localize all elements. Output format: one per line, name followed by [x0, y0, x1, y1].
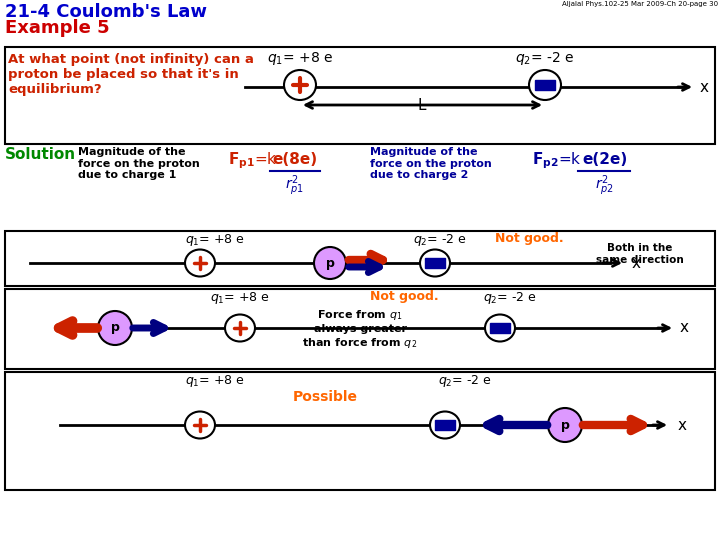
Text: $q_2$= -2 e: $q_2$= -2 e	[413, 232, 467, 248]
Circle shape	[548, 408, 582, 442]
Text: x: x	[678, 417, 687, 433]
Text: x: x	[632, 255, 641, 271]
Text: $\mathbf{F_{p2}}$=k: $\mathbf{F_{p2}}$=k	[532, 150, 582, 171]
Text: e(2e): e(2e)	[582, 152, 628, 167]
Text: p: p	[325, 256, 334, 269]
Text: Both in the
same direction: Both in the same direction	[596, 243, 684, 265]
Text: Force from $q_1$
always greater
than force from $q_2$: Force from $q_1$ always greater than for…	[302, 308, 418, 349]
Text: Example 5: Example 5	[5, 19, 109, 37]
Text: Not good.: Not good.	[495, 232, 564, 245]
Text: $q_1$= +8 e: $q_1$= +8 e	[185, 232, 245, 248]
Text: p: p	[561, 418, 570, 431]
FancyBboxPatch shape	[5, 372, 715, 490]
Text: x: x	[700, 79, 709, 94]
Text: L: L	[418, 98, 426, 112]
Ellipse shape	[185, 249, 215, 276]
Text: Aljalal Phys.102-25 Mar 2009-Ch 20-page 30: Aljalal Phys.102-25 Mar 2009-Ch 20-page …	[562, 1, 718, 7]
Circle shape	[314, 247, 346, 279]
Ellipse shape	[430, 411, 460, 438]
Text: $q_2$= -2 e: $q_2$= -2 e	[483, 290, 537, 306]
Text: e(8e): e(8e)	[272, 152, 318, 167]
Text: $q_1$= +8 e: $q_1$= +8 e	[210, 290, 270, 306]
Text: $\mathbf{F_{p1}}$=k: $\mathbf{F_{p1}}$=k	[228, 150, 278, 171]
Text: At what point (not infinity) can a
proton be placed so that it's in
equilibrium?: At what point (not infinity) can a proto…	[8, 53, 254, 96]
FancyBboxPatch shape	[435, 420, 455, 430]
Text: $q_2$= -2 e: $q_2$= -2 e	[438, 373, 492, 389]
Text: $q_2$= -2 e: $q_2$= -2 e	[516, 50, 575, 67]
Text: Not good.: Not good.	[370, 290, 438, 303]
FancyBboxPatch shape	[535, 80, 555, 90]
Ellipse shape	[529, 70, 561, 100]
Ellipse shape	[284, 70, 316, 100]
Text: $q_1$= +8 e: $q_1$= +8 e	[267, 50, 333, 67]
Circle shape	[98, 311, 132, 345]
Text: 21-4 Coulomb's Law: 21-4 Coulomb's Law	[5, 3, 207, 21]
Text: Magnitude of the
force on the proton
due to charge 2: Magnitude of the force on the proton due…	[370, 147, 492, 180]
Ellipse shape	[485, 314, 515, 341]
FancyBboxPatch shape	[5, 231, 715, 286]
FancyBboxPatch shape	[5, 289, 715, 369]
FancyBboxPatch shape	[490, 323, 510, 333]
FancyBboxPatch shape	[425, 258, 445, 268]
FancyBboxPatch shape	[5, 47, 715, 144]
Ellipse shape	[225, 314, 255, 341]
Text: $q_1$= +8 e: $q_1$= +8 e	[185, 373, 245, 389]
Text: $r_{p1}^2$: $r_{p1}^2$	[285, 173, 305, 198]
Text: x: x	[680, 321, 689, 335]
Text: Magnitude of the
force on the proton
due to charge 1: Magnitude of the force on the proton due…	[78, 147, 199, 180]
Text: p: p	[111, 321, 120, 334]
Text: Solution: Solution	[5, 147, 76, 162]
Ellipse shape	[185, 411, 215, 438]
Text: $r_{p2}^2$: $r_{p2}^2$	[595, 173, 615, 198]
Ellipse shape	[420, 249, 450, 276]
Text: Possible: Possible	[292, 390, 358, 404]
